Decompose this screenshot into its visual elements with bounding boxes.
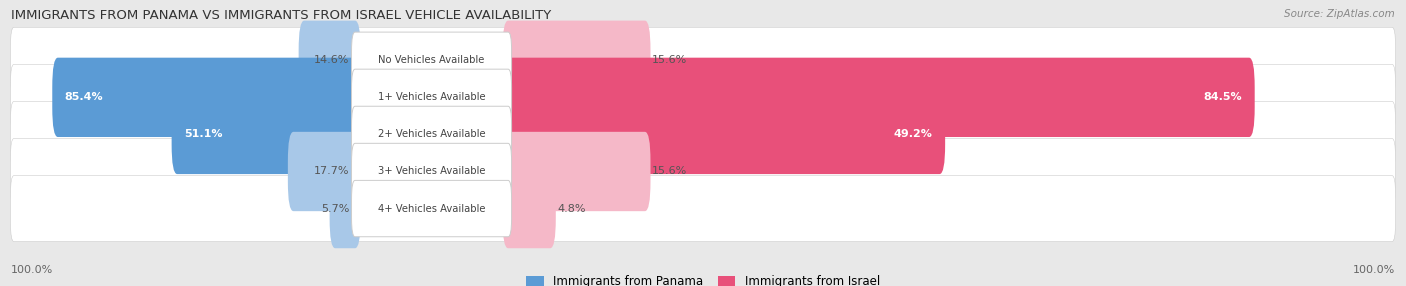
Text: 85.4%: 85.4% [65, 92, 104, 102]
Text: Source: ZipAtlas.com: Source: ZipAtlas.com [1284, 9, 1395, 19]
FancyBboxPatch shape [329, 169, 360, 248]
FancyBboxPatch shape [352, 143, 512, 200]
Text: 4.8%: 4.8% [557, 204, 586, 214]
FancyBboxPatch shape [10, 138, 1396, 204]
Text: 3+ Vehicles Available: 3+ Vehicles Available [378, 166, 485, 176]
FancyBboxPatch shape [352, 32, 512, 88]
FancyBboxPatch shape [502, 132, 651, 211]
Text: 5.7%: 5.7% [321, 204, 350, 214]
FancyBboxPatch shape [288, 132, 360, 211]
FancyBboxPatch shape [352, 106, 512, 163]
FancyBboxPatch shape [172, 95, 360, 174]
FancyBboxPatch shape [10, 64, 1396, 130]
FancyBboxPatch shape [10, 176, 1396, 242]
Text: 49.2%: 49.2% [894, 130, 932, 139]
Text: 14.6%: 14.6% [314, 55, 350, 65]
FancyBboxPatch shape [298, 21, 360, 100]
Text: 17.7%: 17.7% [314, 166, 350, 176]
Text: IMMIGRANTS FROM PANAMA VS IMMIGRANTS FROM ISRAEL VEHICLE AVAILABILITY: IMMIGRANTS FROM PANAMA VS IMMIGRANTS FRO… [11, 9, 551, 21]
FancyBboxPatch shape [352, 180, 512, 237]
FancyBboxPatch shape [502, 95, 945, 174]
Text: 100.0%: 100.0% [1353, 265, 1395, 275]
Text: 1+ Vehicles Available: 1+ Vehicles Available [378, 92, 485, 102]
Text: 2+ Vehicles Available: 2+ Vehicles Available [378, 130, 485, 139]
FancyBboxPatch shape [10, 27, 1396, 93]
Text: 100.0%: 100.0% [11, 265, 53, 275]
Text: 15.6%: 15.6% [652, 166, 688, 176]
Text: 4+ Vehicles Available: 4+ Vehicles Available [378, 204, 485, 214]
FancyBboxPatch shape [352, 69, 512, 126]
FancyBboxPatch shape [10, 102, 1396, 167]
FancyBboxPatch shape [502, 58, 1254, 137]
Text: 84.5%: 84.5% [1204, 92, 1241, 102]
Text: 51.1%: 51.1% [184, 130, 222, 139]
Legend: Immigrants from Panama, Immigrants from Israel: Immigrants from Panama, Immigrants from … [522, 270, 884, 286]
FancyBboxPatch shape [502, 21, 651, 100]
FancyBboxPatch shape [502, 169, 555, 248]
FancyBboxPatch shape [52, 58, 360, 137]
Text: No Vehicles Available: No Vehicles Available [378, 55, 485, 65]
Text: 15.6%: 15.6% [652, 55, 688, 65]
